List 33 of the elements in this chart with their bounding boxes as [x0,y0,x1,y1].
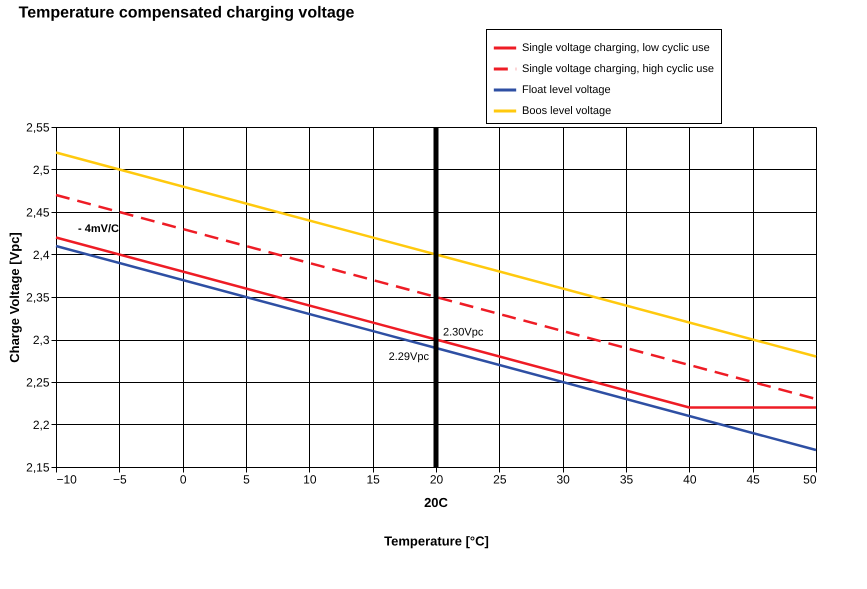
x-tick-label: 30 [556,472,570,486]
x-tick-label: 45 [746,472,760,486]
annotation: - 4mV/C [78,223,120,235]
x-tick-label: 5 [243,472,250,486]
x-tick-label: −5 [112,472,127,486]
y-axis-title: Charge Voltage [Vpc] [7,232,22,363]
y-tick-label: 2,3 [32,333,50,347]
y-tick-label: 2,35 [26,290,50,304]
y-tick-label: 2,5 [32,163,50,177]
y-tick-label: 2,4 [32,248,50,262]
legend-label: Boos level voltage [522,105,612,117]
y-tick-label: 2,2 [32,418,50,432]
x-tick-label: 10 [303,472,317,486]
x-axis-title: Temperature [°C] [384,534,489,548]
annotation: 2.29Vpc [388,351,430,363]
annotation: 2.30Vpc [443,326,484,338]
y-tick-label: 2,55 [26,120,50,134]
y-tick-label: 2,25 [26,376,50,390]
x-tick-label: 15 [366,472,380,486]
x-tick-label: 35 [620,472,634,486]
x-tick-label: 40 [683,472,697,486]
x-tick-label: −10 [56,472,78,486]
x-tick-label: 25 [493,472,507,486]
x-tick-label: 50 [803,472,817,486]
x-tick-label: 20 [430,472,444,486]
legend-label: Single voltage charging, low cyclic use [522,42,710,54]
chart-title: Temperature compensated charging voltage [18,4,355,22]
y-tick-label: 2,15 [26,460,50,474]
y-tick-label: 2,45 [26,206,50,220]
legend-label: Single voltage charging, high cyclic use [522,63,714,75]
ref-line-label: 20C [424,495,449,510]
legend-label: Float level voltage [522,84,611,96]
x-tick-label: 0 [180,472,187,486]
